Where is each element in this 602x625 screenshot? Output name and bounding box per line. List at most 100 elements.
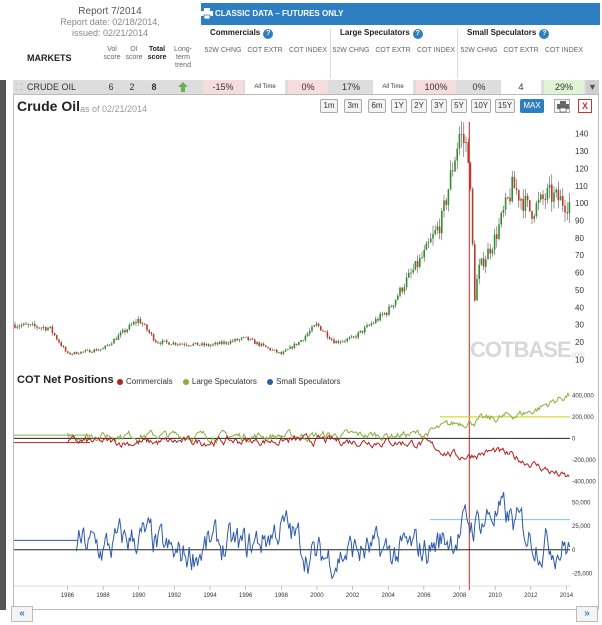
- price-candle: [97, 349, 100, 351]
- price-candle: [194, 342, 197, 344]
- range-3m-button[interactable]: 3m: [344, 99, 362, 113]
- print-chart-icon[interactable]: [554, 99, 570, 113]
- price-candle: [130, 324, 133, 326]
- market-name[interactable]: CRUDE OIL: [27, 82, 77, 92]
- range-6m-button[interactable]: 6m: [368, 99, 386, 113]
- price-candle: [56, 335, 58, 340]
- price-candle: [91, 352, 93, 353]
- price-candle: [179, 343, 181, 345]
- price-candle: [469, 162, 472, 189]
- price-candle: [172, 342, 175, 345]
- price-candle: [386, 313, 388, 315]
- price-y-tick-label: 40: [575, 303, 584, 312]
- price-candle: [377, 319, 379, 321]
- row-handle-icon[interactable]: ⸬: [15, 82, 23, 92]
- close-chart-button[interactable]: X: [578, 99, 592, 113]
- price-candle: [427, 242, 430, 244]
- price-candle: [100, 349, 102, 351]
- price-candle: [137, 318, 139, 323]
- price-candle: [441, 210, 443, 234]
- classic-data-bar: CLASSIC DATA – FUTURES ONLY: [201, 3, 600, 25]
- long-term-trend-header: Long-term trend: [174, 46, 192, 69]
- ss-y-tick-label: 0: [572, 548, 576, 554]
- help-icon[interactable]: ?: [539, 29, 550, 39]
- print-icon[interactable]: [201, 8, 213, 19]
- price-candle: [529, 200, 531, 212]
- price-candle: [199, 345, 201, 346]
- help-icon[interactable]: ?: [263, 29, 274, 39]
- ss-extr-header: COT EXTR: [503, 47, 539, 54]
- price-candle: [256, 342, 258, 345]
- price-candle: [298, 341, 300, 345]
- next-button[interactable]: »: [576, 606, 598, 622]
- prev-button[interactable]: «: [11, 606, 33, 622]
- market-row[interactable]: ⸬ CRUDE OIL 6 2 8 -15% All Time 0% 17% A…: [13, 80, 599, 94]
- price-candle: [432, 233, 434, 239]
- price-candle: [487, 248, 489, 260]
- price-candle: [300, 340, 302, 342]
- expand-arrow-icon[interactable]: ▼: [586, 80, 599, 94]
- price-candle: [47, 327, 49, 331]
- price-candle: [273, 349, 276, 351]
- price-candle: [353, 336, 355, 338]
- price-candle: [421, 257, 423, 259]
- price-candle: [423, 249, 425, 258]
- price-candle: [251, 338, 254, 340]
- price-candle: [148, 330, 150, 333]
- comm-index: 0%: [288, 80, 328, 94]
- price-candle: [293, 343, 296, 349]
- price-candle: [25, 323, 27, 325]
- price-candle: [150, 332, 153, 335]
- price-candle: [243, 337, 245, 338]
- range-5y-button[interactable]: 5Y: [451, 99, 467, 113]
- price-candle: [212, 344, 214, 346]
- price-candle: [346, 338, 348, 342]
- price-candle: [328, 337, 331, 340]
- price-candle: [267, 346, 269, 348]
- price-candle: [126, 329, 128, 333]
- ss-y-tick-label: -25,000: [572, 571, 593, 577]
- price-candle: [465, 142, 467, 144]
- markets-header: MARKETS: [27, 53, 72, 63]
- range-max-button[interactable]: MAX: [520, 99, 544, 113]
- price-candle: [119, 332, 122, 336]
- price-candle: [190, 345, 192, 347]
- price-candle: [124, 330, 126, 333]
- price-candle: [322, 330, 324, 332]
- price-candle: [113, 338, 115, 344]
- range-1m-button[interactable]: 1m: [320, 99, 338, 113]
- price-candle: [350, 336, 353, 338]
- legend-commercials[interactable]: Commercials: [117, 377, 173, 386]
- price-candle: [449, 170, 452, 190]
- legend-label: Small Speculators: [276, 377, 341, 386]
- price-candle: [86, 349, 89, 351]
- range-10y-button[interactable]: 10Y: [471, 99, 491, 113]
- price-candle: [69, 352, 71, 355]
- price-candle: [524, 195, 527, 211]
- price-candle: [390, 306, 392, 308]
- legend-large-speculators[interactable]: Large Speculators: [182, 377, 257, 386]
- price-candle: [201, 343, 203, 346]
- range-2y-button[interactable]: 2Y: [411, 99, 427, 113]
- range-1y-button[interactable]: 1Y: [391, 99, 407, 113]
- range-3y-button[interactable]: 3Y: [431, 99, 447, 113]
- price-candle: [456, 148, 458, 161]
- price-candle: [397, 295, 399, 300]
- price-candle: [196, 342, 199, 346]
- price-candle: [64, 346, 67, 352]
- comm-extr-header: COT EXTR: [247, 47, 283, 54]
- price-candle: [258, 342, 260, 346]
- price-candle: [513, 176, 516, 189]
- legend-small-speculators[interactable]: Small Speculators: [267, 377, 341, 386]
- range-15y-button[interactable]: 15Y: [495, 99, 515, 113]
- price-candle: [271, 349, 274, 351]
- price-candle: [489, 248, 491, 254]
- price-candle: [223, 341, 225, 344]
- price-candle: [102, 348, 104, 350]
- price-candle: [463, 134, 465, 144]
- price-candle: [388, 306, 390, 315]
- help-icon[interactable]: ?: [412, 29, 423, 39]
- x-tick-label: 2008: [453, 593, 467, 599]
- price-candle: [144, 324, 146, 326]
- price-candle: [38, 327, 40, 329]
